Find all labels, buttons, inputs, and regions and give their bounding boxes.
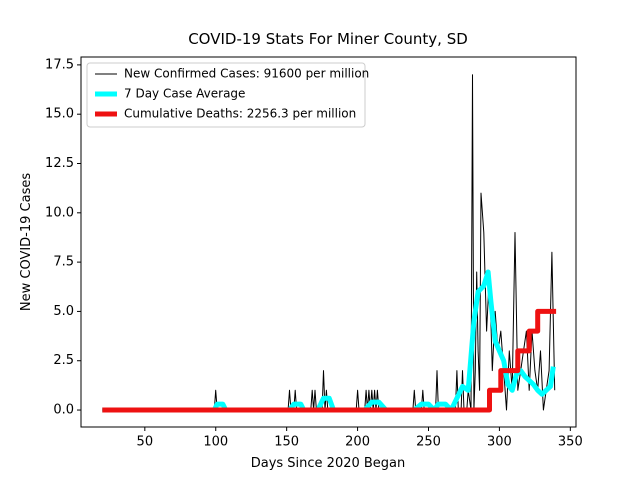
x-tick-label: 150	[274, 435, 299, 450]
x-tick-label: 200	[345, 435, 370, 450]
y-tick-label: 12.5	[45, 156, 74, 171]
x-tick-label: 300	[487, 435, 512, 450]
x-axis-label: Days Since 2020 Began	[251, 456, 406, 471]
y-tick-label: 0.0	[53, 403, 74, 418]
y-tick-label: 10.0	[45, 205, 74, 220]
x-tick-label: 50	[137, 435, 154, 450]
plot-frame	[80, 56, 577, 428]
series-line	[102, 308, 557, 413]
legend-label: New Confirmed Cases: 91600 per million	[124, 67, 369, 81]
legend-label: Cumulative Deaths: 2256.3 per million	[124, 107, 356, 121]
y-tick-label: 15.0	[45, 107, 74, 122]
x-tick-label: 250	[416, 435, 441, 450]
x-tick-label: 100	[203, 435, 228, 450]
y-tick-label: 7.5	[53, 255, 74, 270]
x-tick-label: 350	[558, 435, 583, 450]
legend-box	[86, 62, 366, 128]
legend-label: 7 Day Case Average	[124, 87, 245, 101]
y-axis-label: New COVID-19 Cases	[19, 173, 34, 311]
chart-title: COVID-19 Stats For Miner County, SD	[188, 30, 468, 48]
y-tick-label: 5.0	[53, 304, 74, 319]
y-tick-label: 2.5	[53, 353, 74, 368]
y-tick-label: 17.5	[45, 57, 74, 72]
